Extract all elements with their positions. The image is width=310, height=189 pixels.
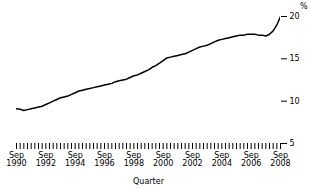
- svg-text:Sep1992: Sep1992: [36, 151, 56, 168]
- svg-text:Sep2002: Sep2002: [182, 151, 202, 168]
- svg-text:20: 20: [290, 12, 300, 21]
- svg-text:Sep2000: Sep2000: [153, 151, 173, 168]
- svg-text:Sep1996: Sep1996: [94, 151, 114, 168]
- svg-text:15: 15: [290, 54, 300, 63]
- svg-text:%: %: [300, 2, 308, 11]
- svg-text:Quarter: Quarter: [133, 177, 165, 186]
- svg-text:Sep1994: Sep1994: [65, 151, 85, 168]
- svg-text:Sep2004: Sep2004: [212, 151, 232, 168]
- svg-text:Sep1990: Sep1990: [6, 151, 26, 168]
- svg-text:Sep2008: Sep2008: [270, 151, 290, 168]
- svg-text:5: 5: [290, 139, 295, 148]
- svg-text:Sep2006: Sep2006: [241, 151, 261, 168]
- svg-text:Sep1998: Sep1998: [124, 151, 144, 168]
- svg-text:10: 10: [290, 97, 300, 106]
